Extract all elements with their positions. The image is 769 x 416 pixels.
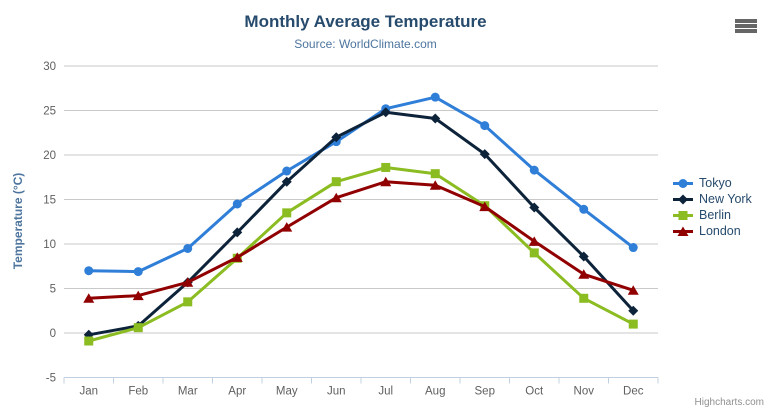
data-point-marker[interactable] bbox=[381, 162, 391, 172]
data-point-marker[interactable] bbox=[331, 177, 341, 187]
y-axis-label: 20 bbox=[43, 150, 56, 162]
data-point-marker[interactable] bbox=[281, 222, 293, 232]
x-axis-label: Oct bbox=[525, 386, 544, 398]
data-point-marker[interactable] bbox=[281, 176, 292, 187]
data-point-marker[interactable] bbox=[480, 121, 490, 131]
data-point-marker[interactable] bbox=[529, 248, 539, 258]
legend-label: Berlin bbox=[699, 208, 731, 222]
data-point-marker[interactable] bbox=[627, 285, 639, 295]
y-axis-title: Temperature (°C) bbox=[11, 172, 25, 270]
x-axis bbox=[63, 377, 659, 384]
data-point-marker[interactable] bbox=[84, 336, 94, 346]
legend-marker-icon bbox=[673, 226, 693, 237]
y-axis-labels: -5 0 5 10 15 20 25 30 bbox=[43, 61, 56, 385]
data-point-marker[interactable] bbox=[430, 113, 441, 124]
legend-marker-icon bbox=[673, 211, 693, 220]
data-point-marker[interactable] bbox=[430, 169, 440, 179]
chart-context-menu-button[interactable] bbox=[733, 17, 759, 35]
data-point-marker[interactable] bbox=[232, 199, 242, 209]
legend-label: London bbox=[699, 224, 741, 238]
legend-marker-icon bbox=[673, 194, 693, 205]
data-point-marker[interactable] bbox=[330, 192, 342, 203]
chart-title: Monthly Average Temperature bbox=[244, 12, 487, 31]
data-point-marker[interactable] bbox=[579, 204, 589, 214]
data-point-marker[interactable] bbox=[132, 290, 144, 301]
data-point-marker[interactable] bbox=[231, 252, 243, 262]
gridlines bbox=[64, 65, 658, 378]
x-axis-label: Aug bbox=[425, 386, 445, 398]
legend-marker-shape[interactable] bbox=[678, 194, 688, 205]
y-axis-label: 25 bbox=[43, 106, 56, 118]
x-axis-label: Nov bbox=[574, 386, 595, 398]
x-axis-labels: Jan Feb Mar Apr May Jun Jul Aug Sep Oct Nov Dec bbox=[79, 386, 643, 398]
legend-item-berlin[interactable]: Berlin bbox=[672, 209, 752, 222]
y-axis-label: 15 bbox=[43, 195, 56, 207]
y-axis-label: 30 bbox=[43, 61, 56, 73]
data-point-marker[interactable] bbox=[84, 266, 94, 276]
data-point-marker[interactable] bbox=[183, 243, 193, 253]
legend-item-london[interactable]: London bbox=[672, 225, 752, 238]
data-point-marker[interactable] bbox=[429, 180, 441, 190]
highcharts-credit[interactable]: Highcharts.com bbox=[694, 397, 764, 408]
series-berlin[interactable] bbox=[84, 162, 638, 346]
series-new-york[interactable] bbox=[83, 107, 639, 340]
x-axis-label: Feb bbox=[128, 386, 148, 398]
data-point-marker[interactable] bbox=[628, 243, 638, 253]
legend-marker-shape[interactable] bbox=[678, 211, 688, 220]
x-axis-label: Jan bbox=[79, 386, 98, 398]
x-axis-label: Sep bbox=[475, 386, 495, 398]
data-point-marker[interactable] bbox=[528, 236, 540, 246]
hamburger-icon bbox=[735, 19, 757, 23]
x-axis-label: Dec bbox=[623, 386, 644, 398]
y-axis-label: 5 bbox=[50, 284, 56, 296]
x-axis-label: Apr bbox=[228, 386, 246, 398]
data-point-marker[interactable] bbox=[182, 277, 194, 287]
data-point-marker[interactable] bbox=[380, 176, 392, 187]
data-point-marker[interactable] bbox=[83, 293, 95, 303]
data-point-marker[interactable] bbox=[380, 107, 391, 118]
data-point-marker[interactable] bbox=[529, 202, 540, 213]
data-point-marker[interactable] bbox=[282, 166, 292, 176]
series-tokyo[interactable] bbox=[84, 92, 638, 277]
data-point-marker[interactable] bbox=[479, 149, 490, 160]
legend-marker-icon bbox=[673, 179, 693, 188]
y-axis-label: 10 bbox=[43, 239, 56, 251]
series-london[interactable] bbox=[83, 176, 639, 303]
data-point-marker[interactable] bbox=[579, 293, 589, 303]
series-line[interactable] bbox=[87, 166, 635, 343]
data-point-marker[interactable] bbox=[331, 132, 342, 143]
y-axis-label: 0 bbox=[50, 328, 56, 340]
legend-label: New York bbox=[699, 192, 752, 206]
data-point-marker[interactable] bbox=[578, 251, 589, 262]
x-axis-label: May bbox=[276, 386, 298, 398]
data-point-marker[interactable] bbox=[628, 319, 638, 329]
hamburger-icon bbox=[735, 29, 757, 33]
data-point-marker[interactable] bbox=[479, 201, 491, 212]
data-point-marker[interactable] bbox=[282, 208, 292, 218]
legend-item-tokyo[interactable]: Tokyo bbox=[672, 177, 752, 190]
data-point-marker[interactable] bbox=[628, 305, 639, 316]
legend-item-new-york[interactable]: New York bbox=[672, 193, 752, 206]
legend-label: Tokyo bbox=[699, 176, 732, 190]
x-axis-label: Jun bbox=[327, 386, 346, 398]
y-axis-label: -5 bbox=[46, 373, 56, 385]
chart-subtitle: Source: WorldClimate.com bbox=[294, 37, 437, 51]
hamburger-icon bbox=[735, 24, 757, 28]
data-point-marker[interactable] bbox=[183, 297, 193, 307]
legend-marker-shape[interactable] bbox=[677, 226, 689, 237]
x-axis-label: Jul bbox=[378, 386, 393, 398]
data-point-marker[interactable] bbox=[133, 267, 143, 277]
data-point-marker[interactable] bbox=[232, 227, 243, 238]
data-point-marker[interactable] bbox=[529, 165, 539, 175]
data-point-marker[interactable] bbox=[578, 269, 590, 279]
series-line[interactable] bbox=[87, 110, 635, 337]
x-axis-label: Mar bbox=[178, 386, 198, 398]
data-point-marker[interactable] bbox=[430, 92, 440, 102]
legend: Tokyo New York Berlin London bbox=[672, 177, 752, 238]
legend-marker-shape[interactable] bbox=[678, 179, 688, 188]
series-line[interactable] bbox=[87, 180, 635, 300]
data-point-marker[interactable] bbox=[133, 323, 143, 333]
